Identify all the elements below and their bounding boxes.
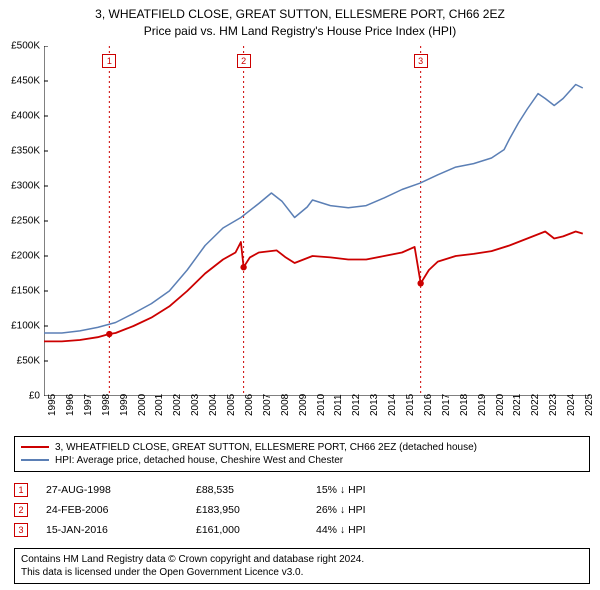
y-tick-label: £50K: [0, 355, 40, 366]
x-tick-label: 2011: [333, 394, 344, 416]
footnote-line-1: Contains HM Land Registry data © Crown c…: [21, 553, 583, 566]
sales-table: 1 27-AUG-1998£88,53515% ↓ HPI 2 24-FEB-2006…: [14, 480, 590, 540]
x-tick-label: 2012: [351, 393, 362, 415]
chart-sale-badge: 2: [237, 54, 251, 68]
x-tick-label: 2013: [369, 393, 380, 415]
y-tick-label: £150K: [0, 285, 40, 296]
sale-hpi-delta: 15% ↓ HPI: [316, 484, 436, 496]
x-tick-label: 2014: [387, 393, 398, 415]
sale-badge: 2: [14, 503, 28, 517]
sale-date: 15-JAN-2016: [46, 524, 196, 536]
sale-date: 27-AUG-1998: [46, 484, 196, 496]
legend-swatch: [21, 446, 49, 448]
y-axis-labels: £0£50K£100K£150K£200K£250K£300K£350K£400…: [0, 46, 44, 396]
x-tick-label: 2001: [154, 393, 165, 415]
x-tick-label: 2005: [226, 393, 237, 415]
figure-root: 3, WHEATFIELD CLOSE, GREAT SUTTON, ELLES…: [0, 0, 600, 590]
x-tick-label: 2023: [548, 393, 559, 415]
legend-row: 3, WHEATFIELD CLOSE, GREAT SUTTON, ELLES…: [21, 441, 583, 454]
y-tick-label: £0: [0, 390, 40, 401]
title-block: 3, WHEATFIELD CLOSE, GREAT SUTTON, ELLES…: [0, 0, 600, 40]
y-tick-label: £350K: [0, 145, 40, 156]
legend-row: HPI: Average price, detached house, Ches…: [21, 454, 583, 467]
legend-box: 3, WHEATFIELD CLOSE, GREAT SUTTON, ELLES…: [14, 436, 590, 472]
chart-sale-badge: 1: [102, 54, 116, 68]
x-tick-label: 2022: [530, 393, 541, 415]
legend-swatch: [21, 459, 49, 461]
footnote-box: Contains HM Land Registry data © Crown c…: [14, 548, 590, 584]
y-tick-label: £400K: [0, 110, 40, 121]
x-tick-label: 2009: [298, 393, 309, 415]
x-tick-label: 2017: [441, 393, 452, 415]
x-axis-labels: 1995 1996 1997 1998 1999 2000 2001 2002 2003 2004…: [44, 396, 590, 426]
title-line-2: Price paid vs. HM Land Registry's House …: [0, 23, 600, 40]
sale-hpi-delta: 44% ↓ HPI: [316, 524, 436, 536]
price-chart-svg: [44, 46, 590, 396]
x-tick-label: 1995: [47, 393, 58, 415]
sales-row: 3 15-JAN-2016£161,00044% ↓ HPI: [14, 520, 590, 540]
legend-label: HPI: Average price, detached house, Ches…: [55, 455, 343, 466]
y-tick-label: £450K: [0, 75, 40, 86]
x-tick-label: 2019: [477, 393, 488, 415]
x-tick-label: 2024: [566, 393, 577, 415]
sale-hpi-delta: 26% ↓ HPI: [316, 504, 436, 516]
x-tick-label: 2021: [512, 393, 523, 415]
footnote-line-2: This data is licensed under the Open Gov…: [21, 566, 583, 579]
x-tick-label: 2008: [280, 393, 291, 415]
x-tick-label: 1997: [83, 393, 94, 415]
sale-date: 24-FEB-2006: [46, 504, 196, 516]
sale-price: £88,535: [196, 484, 316, 496]
sale-badge: 3: [14, 523, 28, 537]
sales-row: 1 27-AUG-1998£88,53515% ↓ HPI: [14, 480, 590, 500]
x-tick-label: 2000: [137, 393, 148, 415]
x-tick-label: 2015: [405, 393, 416, 415]
chart-sale-badge: 3: [414, 54, 428, 68]
title-line-1: 3, WHEATFIELD CLOSE, GREAT SUTTON, ELLES…: [0, 6, 600, 23]
x-tick-label: 2002: [172, 393, 183, 415]
x-tick-label: 2025: [584, 393, 595, 415]
y-tick-label: £250K: [0, 215, 40, 226]
x-tick-label: 2006: [244, 393, 255, 415]
y-tick-label: £300K: [0, 180, 40, 191]
x-tick-label: 2003: [190, 393, 201, 415]
x-tick-label: 2016: [423, 393, 434, 415]
legend-label: 3, WHEATFIELD CLOSE, GREAT SUTTON, ELLES…: [55, 442, 477, 453]
x-tick-label: 2010: [316, 393, 327, 415]
y-tick-label: £100K: [0, 320, 40, 331]
x-tick-label: 2018: [459, 393, 470, 415]
x-tick-label: 1996: [65, 393, 76, 415]
y-tick-label: £200K: [0, 250, 40, 261]
x-tick-label: 2020: [495, 393, 506, 415]
sales-row: 2 24-FEB-2006£183,95026% ↓ HPI: [14, 500, 590, 520]
x-tick-label: 2007: [262, 393, 273, 415]
y-tick-label: £500K: [0, 40, 40, 51]
sale-badge: 1: [14, 483, 28, 497]
x-tick-label: 2004: [208, 393, 219, 415]
chart-area: £0£50K£100K£150K£200K£250K£300K£350K£400…: [44, 46, 590, 396]
x-tick-label: 1999: [119, 393, 130, 415]
x-tick-label: 1998: [101, 393, 112, 415]
sale-price: £183,950: [196, 504, 316, 516]
sale-price: £161,000: [196, 524, 316, 536]
